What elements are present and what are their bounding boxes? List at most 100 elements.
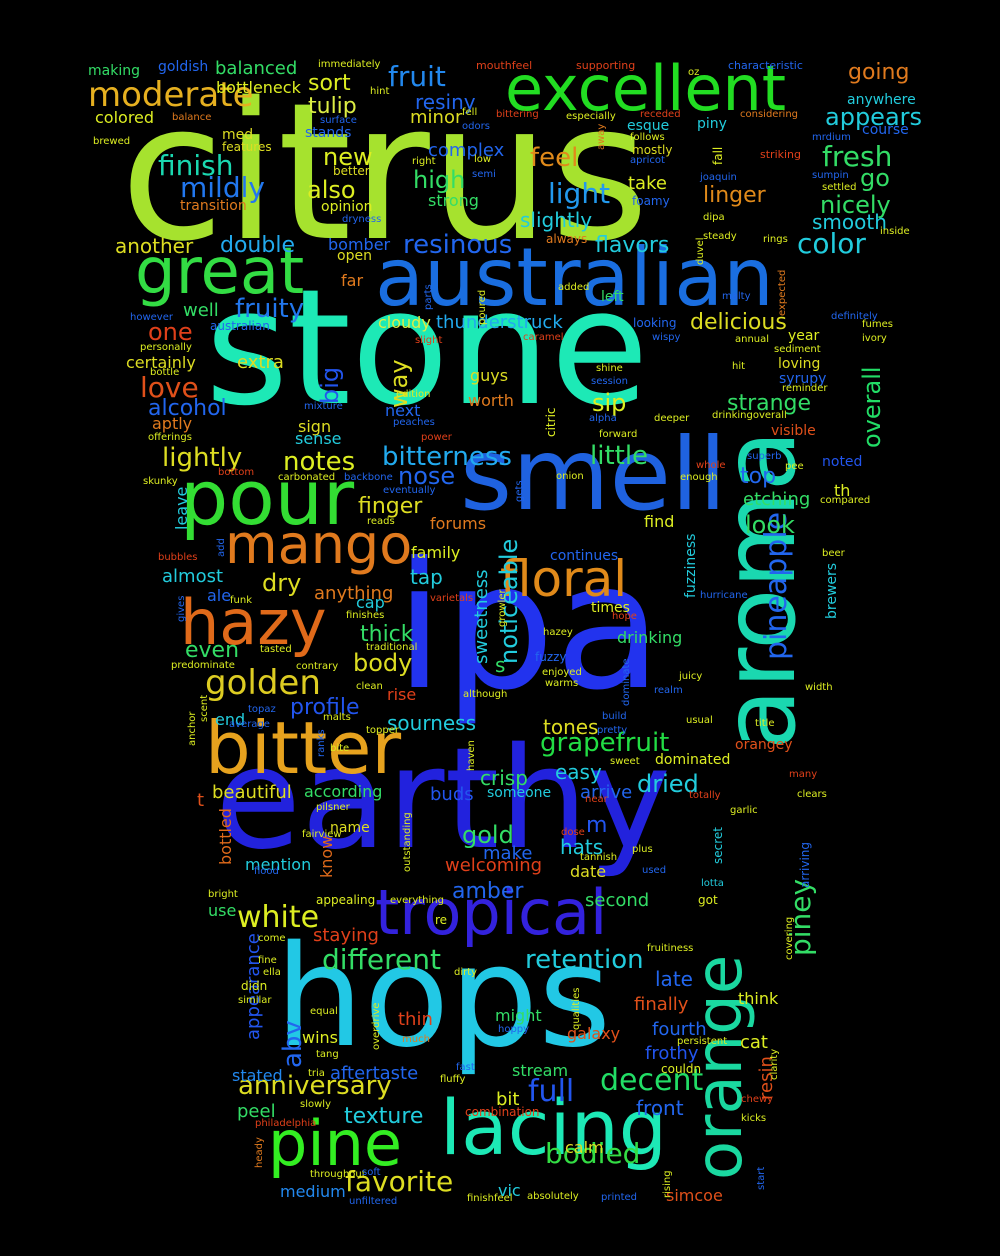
word-linger: linger — [703, 183, 766, 208]
word-welcoming: welcoming — [445, 855, 543, 876]
word-fuzziness: fuzziness — [683, 533, 699, 598]
word-got: got — [698, 893, 718, 907]
word-left: left — [601, 289, 624, 305]
word-m: m — [586, 813, 608, 838]
word-even: even — [185, 638, 240, 663]
word-thin: thin — [398, 1009, 433, 1030]
word-tang: tang — [316, 1049, 339, 1060]
word-oz: oz — [688, 67, 700, 78]
word-sediment: sediment — [774, 344, 821, 355]
word-bottleneck: bottleneck — [216, 78, 301, 97]
word-qualities: qualities — [571, 987, 582, 1030]
word-dipa: dipa — [703, 212, 725, 223]
word-absolutely: absolutely — [527, 1191, 579, 1202]
word-making: making — [88, 63, 140, 79]
word-anchor: anchor — [187, 711, 198, 746]
word-ranks: ranks — [316, 729, 327, 757]
word-t: t — [197, 790, 205, 811]
word-fairview: fairview — [302, 829, 342, 840]
word-leave: leave — [172, 486, 191, 530]
word-open: open — [337, 248, 372, 264]
word-cap: cap — [356, 593, 385, 612]
word-citrus: citrus — [120, 62, 650, 283]
word-receded: receded — [640, 109, 681, 120]
word-pine: pine — [268, 1107, 403, 1180]
word-anniversary: anniversary — [238, 1071, 392, 1101]
word-profile: profile — [290, 695, 360, 720]
word-mostly: mostly — [632, 143, 673, 157]
word-top: top — [740, 464, 777, 489]
word-anything: anything — [314, 583, 394, 604]
word-next: next — [385, 401, 421, 420]
word-fine: fine — [258, 955, 277, 966]
word-mention: mention — [245, 855, 312, 874]
word-reminder: reminder — [782, 383, 828, 394]
word-certainly: certainly — [126, 353, 196, 372]
word-dominated: dominated — [655, 752, 731, 768]
word-appealing: appealing — [316, 893, 376, 907]
word-bittering: bittering — [496, 109, 539, 120]
word-didn: didn — [241, 979, 268, 993]
word-alcohol: alcohol — [148, 396, 227, 421]
word-annual: annual — [735, 334, 770, 345]
word-pour: pour — [180, 453, 355, 542]
word-bodied: bodied — [545, 1137, 641, 1170]
word-full: full — [528, 1074, 575, 1109]
word-funk: funk — [230, 595, 252, 606]
word-according: according — [304, 782, 383, 801]
word-goldish: goldish — [158, 59, 209, 75]
word-medium: medium — [280, 1182, 346, 1201]
word-galaxy: galaxy — [567, 1024, 621, 1043]
word-build: build — [602, 711, 627, 722]
word-gives: gives — [176, 595, 187, 622]
word-near: near — [585, 794, 608, 805]
word-nose: nose — [398, 462, 456, 490]
word-combination: combination — [465, 1105, 540, 1119]
word-easy: easy — [555, 760, 602, 784]
word-wispy: wispy — [652, 332, 681, 343]
word-someone: someone — [487, 785, 552, 801]
word-outstanding: outstanding — [402, 812, 413, 872]
word-clean: clean — [356, 681, 383, 692]
word-immediately: immediately — [318, 59, 381, 70]
word-power: power — [421, 432, 452, 443]
word-start: start — [756, 1166, 767, 1190]
word-syrupy: syrupy — [779, 371, 827, 387]
word-fell: fell — [462, 107, 478, 118]
word-warms: warms — [545, 678, 579, 689]
word-finally: finally — [634, 994, 689, 1015]
word-beer: beer — [822, 548, 845, 559]
word-definitely: definitely — [831, 311, 878, 322]
word-added: added — [558, 282, 590, 293]
word-almost: almost — [162, 566, 224, 587]
word-th: th — [834, 481, 851, 500]
word-shine: shine — [596, 363, 623, 374]
word-clarity: clarity — [769, 1048, 780, 1080]
word-cloudy: cloudy — [378, 313, 431, 332]
word-thunderstruck: thunderstruck — [436, 312, 563, 333]
word-flavors: flavors — [595, 233, 670, 258]
word-guys: guys — [470, 366, 509, 385]
word-australian: australian — [210, 319, 270, 333]
word-semi: semi — [472, 169, 496, 180]
word-hazey: hazey — [543, 627, 573, 638]
word-balanced: balanced — [215, 58, 298, 79]
word-everything: everything — [390, 895, 444, 906]
word-rise: rise — [387, 685, 417, 704]
word-add: add — [216, 538, 227, 557]
word-covering: covering — [784, 916, 795, 960]
word-balance: balance — [172, 112, 212, 123]
word-well: well — [183, 300, 219, 321]
word-foamy: foamy — [632, 194, 670, 208]
word-go: go — [860, 164, 890, 192]
word-throughout: throughout — [310, 1169, 366, 1180]
word-going: going — [848, 60, 910, 85]
word-although: although — [463, 689, 508, 700]
word-re: re — [435, 913, 448, 927]
word-finishes: finishes — [346, 610, 385, 621]
word-fruity: fruity — [235, 294, 305, 324]
word-philadelphia: philadelphia — [255, 1118, 317, 1129]
word-characteristic: characteristic — [728, 59, 803, 72]
word-look: look — [745, 511, 795, 539]
word-date: date — [570, 862, 607, 881]
